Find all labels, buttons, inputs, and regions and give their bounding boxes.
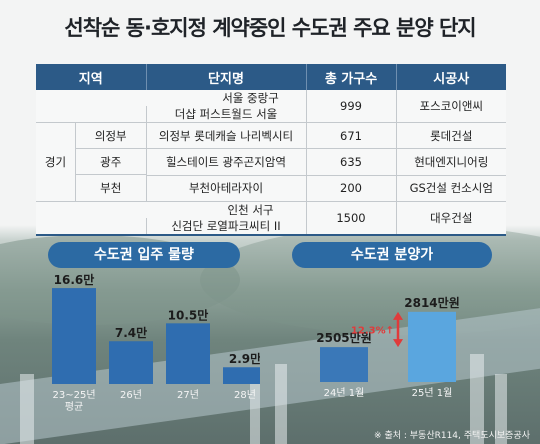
- cell-name: 더샵 퍼스트월드 서울: [145, 106, 306, 122]
- header-builder: 시공사: [396, 64, 506, 90]
- supply-data-label: 7.4만: [115, 325, 147, 340]
- supply-bar: [223, 367, 260, 384]
- cell-units: 671: [306, 122, 397, 150]
- price-bar-chart: 2505만원 24년 1월 2814만원 25년 1월 12.3%↑: [316, 295, 459, 399]
- cell-builder: GS건설 컨소시엄: [396, 175, 506, 203]
- cell-builder: 롯데건설: [396, 122, 506, 150]
- table-row: 인천 서구신검단 로열파크씨티 II 1500 대우건설: [36, 201, 506, 236]
- supply-data-label: 2.9만: [229, 351, 260, 366]
- table-row: 경기 의정부 광주 부천 의정부 롯데캐슬 나리벡시티 671 롯데건설: [36, 122, 506, 202]
- cell-subregion: 광주: [76, 149, 146, 175]
- price-category-label: 24년 1월: [324, 387, 365, 399]
- price-bar: [320, 347, 368, 382]
- supply-category-label: 27년: [177, 389, 199, 401]
- price-bar: [408, 311, 456, 382]
- supply-data-label: 16.6만: [54, 272, 95, 287]
- cell-group-region: 경기: [36, 123, 76, 201]
- supply-bar: [109, 341, 153, 384]
- increase-arrowhead-top: [393, 311, 403, 320]
- price-chart-title: 수도권 분양가: [292, 242, 492, 268]
- cell-region: 서울 중랑구: [222, 91, 279, 105]
- cell-name: 힐스테이트 광주곤지암역: [146, 148, 307, 176]
- price-data-label: 2814만원: [404, 295, 459, 310]
- cell-subregion: 의정부: [76, 123, 146, 149]
- source-note: ※ 출처 : 부동산R114, 주택도시보증공사: [374, 431, 530, 441]
- supply-category-label: 평균: [65, 401, 83, 413]
- table-row: 부천아테라자이 200 GS건설 컨소시엄: [36, 175, 506, 203]
- header-region: 지역: [36, 64, 147, 90]
- supply-bar: [166, 323, 210, 384]
- cell-builder: 포스코이앤씨: [396, 90, 506, 123]
- supply-bar: [52, 288, 96, 384]
- complex-table: 지역 단지명 총 가구수 시공사 서울 중랑구더샵 퍼스트월드 서울 999 포…: [36, 64, 506, 236]
- price-category-label: 25년 1월: [412, 387, 453, 399]
- cell-subregion: 부천: [100, 181, 122, 195]
- supply-category-label: 28년: [234, 389, 256, 401]
- cell-builder: 현대엔지니어링: [396, 148, 506, 176]
- header-name: 단지명: [146, 64, 307, 90]
- cell-units: 635: [306, 148, 397, 176]
- cell-units: 1500: [306, 201, 397, 236]
- cell-region: 인천 서구: [227, 203, 274, 217]
- cell-name: 의정부 롯데캐슬 나리벡시티: [146, 122, 307, 150]
- table-row: 서울 중랑구더샵 퍼스트월드 서울 999 포스코이앤씨: [36, 90, 506, 123]
- supply-data-label: 10.5만: [168, 307, 209, 322]
- page-title: 선착순 동·호지정 계약중인 수도권 주요 분양 단지: [64, 16, 476, 40]
- supply-chart-title: 수도권 입주 물량: [48, 242, 240, 268]
- cell-units: 999: [306, 90, 397, 123]
- table-row: 힐스테이트 광주곤지암역 635 현대엔지니어링: [36, 148, 506, 176]
- supply-category-label: 23~25년: [52, 389, 95, 401]
- header-units: 총 가구수: [306, 64, 397, 90]
- increase-annotation: 12.3%↑: [351, 325, 394, 336]
- cell-name: 신검단 로열파크씨티 II: [145, 218, 306, 234]
- price-data-label: 2505만원: [316, 330, 371, 345]
- cell-builder: 대우건설: [396, 201, 506, 236]
- cell-name: 부천아테라자이: [146, 175, 307, 203]
- supply-category-label: 26년: [120, 389, 142, 401]
- table-header-row: 지역 단지명 총 가구수 시공사: [36, 64, 506, 90]
- increase-arrowhead-bottom: [393, 339, 403, 348]
- cell-units: 200: [306, 175, 397, 203]
